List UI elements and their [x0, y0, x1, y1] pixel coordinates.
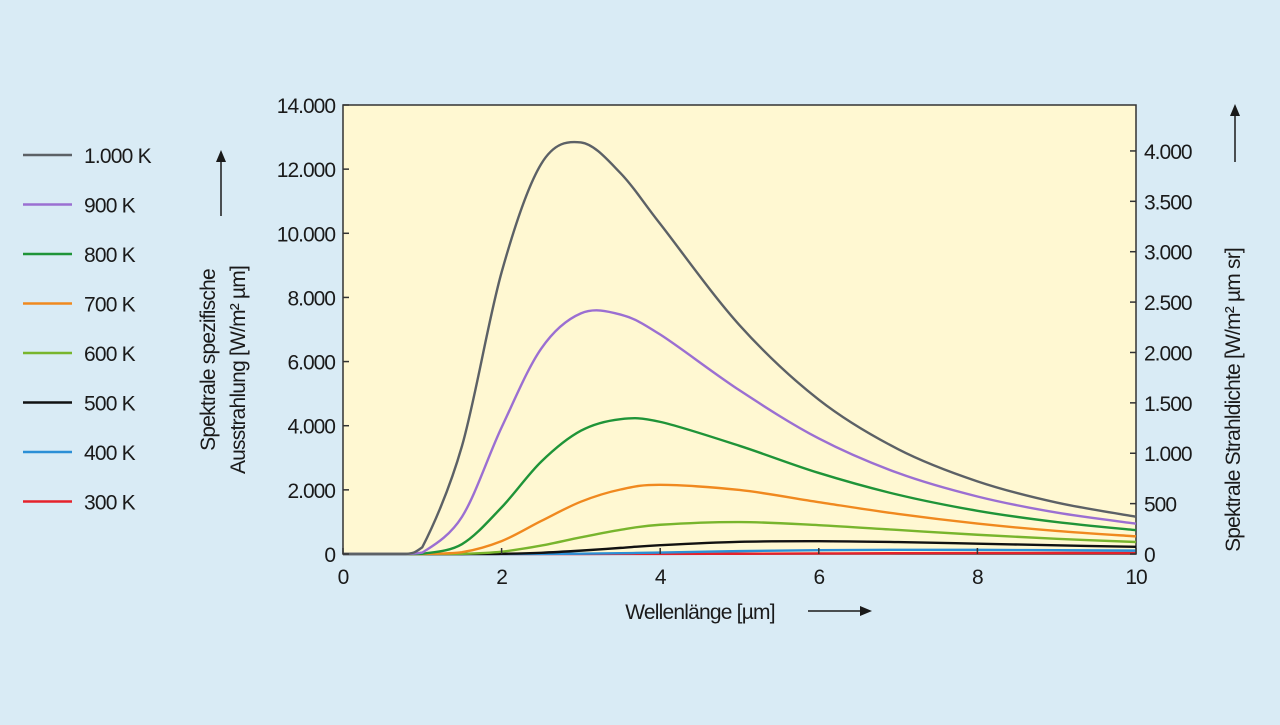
legend-item: 400 K [23, 442, 136, 465]
y-tick-label: 0 [324, 544, 335, 567]
y-axis-label-line2: Ausstrahlung [W/m² µm] [227, 266, 250, 474]
y-tick-label: 12.000 [277, 159, 336, 182]
x-axis-label: Wellenlänge [µm] [625, 601, 775, 624]
y2-tick-label: 500 [1144, 494, 1176, 517]
legend-item: 300 K [23, 492, 136, 515]
legend: 1.000 K 900 K 800 K 700 K 600 K 500 K 400 K 300… [23, 145, 152, 515]
legend-item: 800 K [23, 244, 136, 267]
legend-item: 700 K [23, 294, 136, 317]
y-axis-left: 0 2.000 4.000 6.000 8.000 10.000 12.000 14.000 [277, 95, 349, 567]
legend-label: 400 K [84, 442, 136, 465]
legend-label: 500 K [84, 393, 136, 416]
x-tick-label: 4 [655, 566, 667, 589]
x-axis-arrow-icon [808, 606, 872, 616]
plot-area [342, 104, 1137, 555]
legend-label: 800 K [84, 244, 136, 267]
legend-label: 900 K [84, 195, 136, 218]
y-tick-label: 6.000 [287, 352, 335, 375]
x-tick-label: 6 [813, 566, 824, 589]
x-tick-label: 8 [972, 566, 983, 589]
x-tick-label: 10 [1125, 566, 1147, 589]
legend-item: 1.000 K [23, 145, 152, 168]
y-tick-label: 14.000 [277, 95, 336, 118]
legend-label: 700 K [84, 294, 136, 317]
y-axis-arrow-icon [216, 150, 226, 216]
y-tick-label: 4.000 [287, 416, 335, 439]
y-tick-label: 2.000 [287, 480, 335, 503]
x-axis: 0 2 4 6 8 10 [338, 548, 1148, 589]
x-tick-label: 2 [496, 566, 507, 589]
y2-tick-label: 3.000 [1144, 242, 1192, 265]
y2-axis-label: Spektrale Strahldichte [W/m² µm sr] [1222, 248, 1245, 552]
y2-tick-label: 1.000 [1144, 443, 1192, 466]
series-line-1000k [343, 140, 1137, 556]
y2-tick-label: 1.500 [1144, 393, 1192, 416]
y2-tick-label: 4.000 [1144, 141, 1192, 164]
legend-item: 600 K [23, 343, 136, 366]
legend-label: 300 K [84, 492, 136, 515]
y2-tick-label: 0 [1144, 544, 1155, 567]
legend-item: 900 K [23, 195, 136, 218]
curves [343, 140, 1137, 556]
x-tick-label: 0 [338, 566, 349, 589]
y2-axis-arrow-icon [1230, 104, 1240, 162]
y-tick-label: 10.000 [277, 223, 336, 246]
legend-label: 1.000 K [84, 145, 152, 168]
y-tick-label: 8.000 [287, 287, 335, 310]
y2-tick-label: 3.500 [1144, 191, 1192, 214]
legend-label: 600 K [84, 343, 136, 366]
y2-tick-label: 2.500 [1144, 292, 1192, 315]
y2-tick-label: 2.000 [1144, 342, 1192, 365]
legend-item: 500 K [23, 393, 136, 416]
y-axis-right: 0 500 1.000 1.500 2.000 2.500 3.000 3.500 4.000 [1130, 141, 1193, 567]
series-line-900k [343, 309, 1137, 556]
y-axis-label-line1: Spektrale spezifische [197, 269, 220, 451]
